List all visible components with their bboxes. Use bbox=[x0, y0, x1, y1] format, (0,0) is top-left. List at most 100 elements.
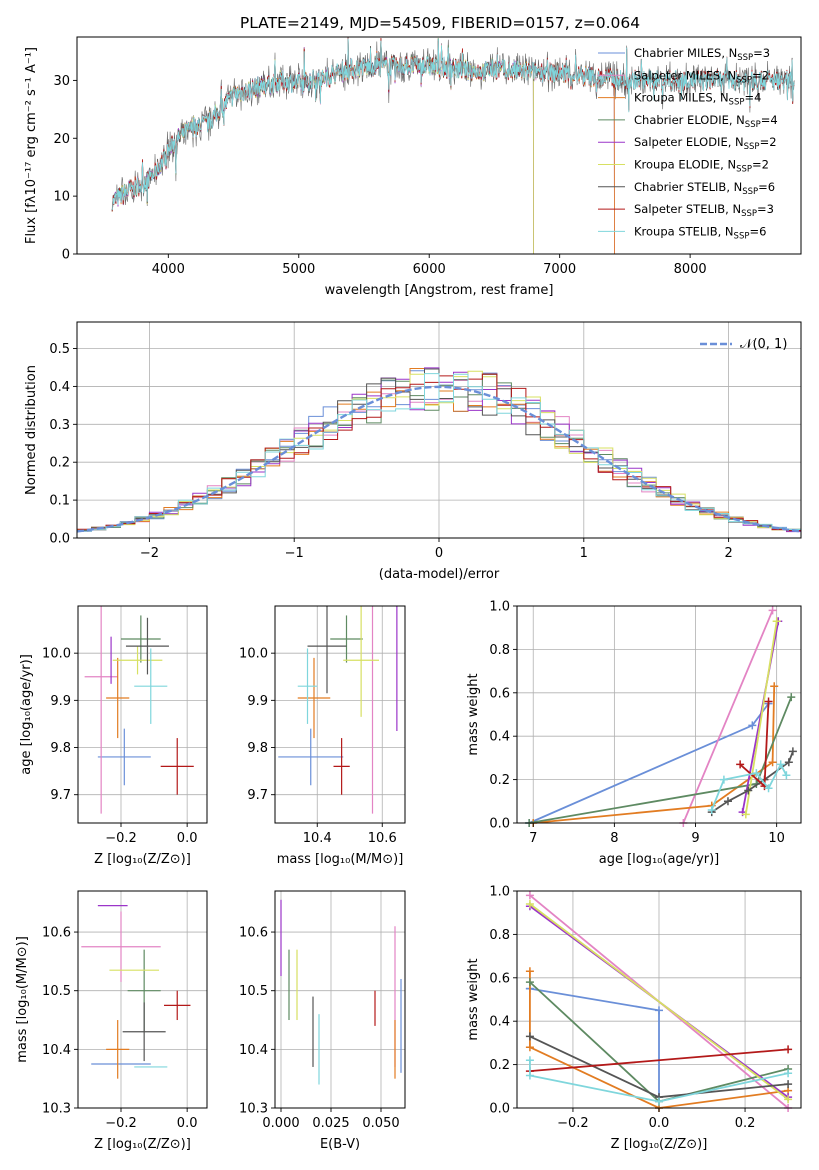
axes-frame: 0.000 0.025 0.050 10.3 10.4 10.5 10.6 E(B-V) bbox=[239, 890, 406, 1152]
x-tick-label: 0 bbox=[435, 546, 443, 561]
x-tick-label: 1 bbox=[580, 546, 588, 561]
weight-marker bbox=[768, 606, 777, 615]
plot-content bbox=[280, 899, 402, 1085]
legend-label: 𝒩(0, 1) bbox=[740, 337, 787, 352]
y-tick-label: 10.5 bbox=[239, 984, 268, 999]
model-spectrum bbox=[111, 38, 795, 211]
y-axis-label: Flux [fλ10⁻¹⁷ erg cm⁻² s⁻¹ A⁻¹] bbox=[24, 47, 39, 244]
legend-label: Kroupa STELIB, NSSP=6 bbox=[634, 224, 766, 241]
x-tick-label: −0.2 bbox=[105, 831, 137, 846]
y-tick-label: 0.2 bbox=[489, 773, 510, 788]
y-tick-label: 1.0 bbox=[489, 885, 510, 900]
y-tick-label: 0.5 bbox=[49, 342, 70, 357]
y-tick-label: 10.6 bbox=[239, 926, 268, 941]
weight-marker bbox=[764, 784, 773, 793]
spectrum-lines bbox=[111, 37, 795, 254]
axes-frame: −2 −1 0 1 2 0.0 0.1 0.2 0.3 0.4 0.5 (data-model)/er… bbox=[24, 321, 802, 582]
y-tick-label: 9.8 bbox=[247, 741, 268, 756]
x-axis-label: age [log₁₀(age/yr)] bbox=[599, 852, 720, 867]
axes-spine bbox=[77, 890, 208, 1109]
x-tick-label: 7000 bbox=[543, 262, 576, 277]
axes-frame: −0.2 0.0 10.3 10.4 10.5 10.6 Z [log₁₀(Z/Z⊙)] ma… bbox=[15, 890, 208, 1152]
histograms bbox=[77, 367, 801, 534]
page-title: PLATE=2149, MJD=54509, FIBERID=0157, z=0… bbox=[240, 14, 640, 32]
legend-label: Salpeter ELODIE, NSSP=2 bbox=[634, 135, 777, 152]
y-tick-label: 10.0 bbox=[239, 647, 268, 662]
x-tick-label: 0.000 bbox=[262, 1116, 299, 1131]
x-axis-label: wavelength [Angstrom, rest frame] bbox=[325, 283, 554, 298]
axes-frame: −0.2 0.0 9.7 9.8 9.9 10.0 Z [log₁₀(Z/Z⊙)] age [… bbox=[19, 605, 208, 867]
y-tick-label: 0.2 bbox=[49, 456, 70, 471]
axes-spine bbox=[516, 605, 802, 824]
weight-marker bbox=[525, 1056, 534, 1065]
y-tick-label: 10.4 bbox=[239, 1043, 268, 1058]
x-tick-label: 0.2 bbox=[735, 1116, 756, 1131]
y-tick-label: 10.4 bbox=[42, 1043, 71, 1058]
x-tick-label: −0.2 bbox=[557, 1116, 589, 1131]
weight-marker bbox=[525, 1043, 534, 1052]
legend-label: Chabrier STELIB, NSSP=6 bbox=[634, 180, 775, 197]
y-tick-label: 0.6 bbox=[489, 686, 510, 701]
y-tick-label: 20 bbox=[53, 132, 70, 147]
weight-marker bbox=[782, 771, 791, 780]
legend-label: Kroupa MILES, NSSP=4 bbox=[634, 91, 761, 108]
axes-frame: −0.2 0.0 0.2 0.0 0.2 0.4 0.6 0.8 1.0 Z [log₁₀(Z/Z… bbox=[466, 885, 802, 1152]
weight-series bbox=[528, 703, 770, 824]
weight-marker bbox=[772, 617, 781, 626]
y-tick-label: 9.8 bbox=[50, 741, 71, 756]
x-tick-label: 10 bbox=[768, 831, 785, 846]
plot-content bbox=[81, 905, 191, 1079]
y-axis-label: Normed distribution bbox=[24, 365, 39, 495]
y-tick-label: 0.4 bbox=[49, 380, 70, 395]
weight-marker bbox=[770, 682, 779, 691]
x-tick-label: 10.4 bbox=[303, 831, 332, 846]
panel-weight-vs-Z: −0.2 0.0 0.2 0.0 0.2 0.4 0.6 0.8 1.0 Z [log₁₀(Z/Z… bbox=[466, 885, 802, 1152]
normal-curve bbox=[76, 385, 802, 533]
y-tick-label: 0.0 bbox=[49, 532, 70, 547]
weight-marker bbox=[784, 1045, 793, 1054]
x-tick-label: 4000 bbox=[152, 262, 185, 277]
weight-marker bbox=[744, 786, 753, 795]
panel-spectrum: 4000 5000 6000 7000 8000 0 10 20 30 wavelength [A… bbox=[24, 36, 802, 298]
x-tick-label: 0.0 bbox=[649, 1116, 670, 1131]
legend-label: Salpeter STELIB, NSSP=3 bbox=[634, 202, 774, 219]
weight-marker bbox=[752, 769, 761, 778]
y-tick-label: 0.0 bbox=[489, 817, 510, 832]
y-tick-label: 10.3 bbox=[239, 1102, 268, 1117]
error-bars bbox=[84, 606, 194, 814]
weight-marker bbox=[768, 758, 777, 767]
x-axis-label: E(B-V) bbox=[320, 1137, 360, 1152]
x-tick-label: −2 bbox=[140, 546, 159, 561]
weight-series bbox=[529, 987, 660, 1108]
y-tick-label: 10.5 bbox=[42, 984, 71, 999]
y-axis-label: mass weight bbox=[466, 673, 481, 755]
weight-lines bbox=[525, 891, 793, 1112]
y-tick-label: 9.7 bbox=[50, 788, 71, 803]
x-axis-label: Z [log₁₀(Z/Z⊙)] bbox=[611, 1137, 708, 1152]
weight-series bbox=[529, 1060, 789, 1103]
weight-marker bbox=[784, 1095, 793, 1104]
axes-spine bbox=[77, 605, 208, 824]
panel-weight-vs-age: 7 8 9 10 0.0 0.2 0.4 0.6 0.8 1.0 age [log₁₀(age/yr… bbox=[466, 600, 802, 867]
y-tick-label: 0.1 bbox=[49, 494, 70, 509]
axes-spine bbox=[274, 605, 406, 824]
x-tick-label: 2 bbox=[724, 546, 732, 561]
panel-age-vs-mass: 10.4 10.6 9.7 9.8 9.9 10.0 mass [log₁₀(M/M⊙)] bbox=[239, 605, 406, 867]
y-tick-label: 10.0 bbox=[42, 647, 71, 662]
weight-marker bbox=[784, 1069, 793, 1078]
y-tick-label: 10.3 bbox=[42, 1102, 71, 1117]
weight-series bbox=[533, 686, 776, 824]
weight-marker bbox=[741, 810, 750, 819]
x-tick-label: 5000 bbox=[282, 262, 315, 277]
x-tick-label: 8 bbox=[610, 831, 618, 846]
weight-marker bbox=[719, 775, 728, 784]
weight-marker bbox=[525, 967, 534, 976]
x-tick-label: 8000 bbox=[674, 262, 707, 277]
x-axis-label: Z [log₁₀(Z/Z⊙)] bbox=[94, 852, 191, 867]
y-tick-label: 0.2 bbox=[489, 1058, 510, 1073]
panel-residuals: −2 −1 0 1 2 0.0 0.1 0.2 0.3 0.4 0.5 (data-model)/er… bbox=[24, 321, 802, 582]
weight-series bbox=[529, 1048, 789, 1072]
y-tick-label: 9.9 bbox=[50, 694, 71, 709]
y-tick-label: 10.6 bbox=[42, 926, 71, 941]
